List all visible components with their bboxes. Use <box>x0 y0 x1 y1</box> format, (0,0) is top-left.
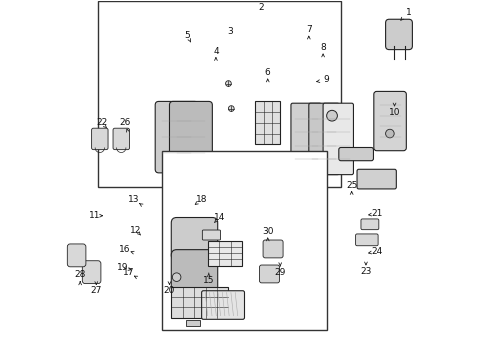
Text: 30: 30 <box>262 227 273 236</box>
Circle shape <box>326 111 337 121</box>
Text: 6: 6 <box>264 68 270 77</box>
Bar <box>255 102 280 144</box>
Text: 24: 24 <box>370 247 382 256</box>
Circle shape <box>385 129 393 138</box>
Text: 26: 26 <box>119 118 130 127</box>
FancyBboxPatch shape <box>91 128 108 150</box>
Text: 12: 12 <box>130 225 141 234</box>
Text: 16: 16 <box>119 245 130 254</box>
FancyBboxPatch shape <box>169 102 212 173</box>
Text: 8: 8 <box>320 43 325 52</box>
FancyBboxPatch shape <box>201 291 244 319</box>
Bar <box>98 1 340 187</box>
Bar <box>171 287 228 318</box>
Text: 7: 7 <box>305 26 311 35</box>
FancyBboxPatch shape <box>385 19 411 50</box>
Circle shape <box>225 81 231 86</box>
FancyBboxPatch shape <box>355 234 377 246</box>
FancyBboxPatch shape <box>308 103 339 175</box>
Text: 1: 1 <box>405 8 411 17</box>
FancyBboxPatch shape <box>113 128 129 150</box>
FancyBboxPatch shape <box>171 249 217 293</box>
Text: 15: 15 <box>203 275 214 284</box>
Text: 14: 14 <box>213 213 224 222</box>
FancyBboxPatch shape <box>338 148 373 161</box>
FancyBboxPatch shape <box>323 103 353 175</box>
Text: 3: 3 <box>227 27 233 36</box>
FancyBboxPatch shape <box>202 230 220 240</box>
Text: 11: 11 <box>88 211 100 220</box>
Text: 22: 22 <box>96 118 107 127</box>
Bar <box>185 320 200 327</box>
FancyBboxPatch shape <box>82 261 101 284</box>
Text: 28: 28 <box>74 270 86 279</box>
Text: 13: 13 <box>128 195 139 204</box>
Text: 9: 9 <box>323 76 329 85</box>
Text: 23: 23 <box>360 267 371 276</box>
FancyBboxPatch shape <box>356 169 395 189</box>
Text: 5: 5 <box>184 31 190 40</box>
Text: 29: 29 <box>274 268 285 277</box>
FancyBboxPatch shape <box>171 217 217 260</box>
Text: 10: 10 <box>388 108 400 117</box>
Circle shape <box>228 106 234 111</box>
Text: 21: 21 <box>370 210 382 219</box>
Bar <box>162 152 326 330</box>
Text: 18: 18 <box>196 195 207 204</box>
Circle shape <box>172 273 181 282</box>
FancyBboxPatch shape <box>67 244 86 267</box>
FancyBboxPatch shape <box>259 265 279 283</box>
Text: 25: 25 <box>346 181 357 190</box>
FancyBboxPatch shape <box>373 91 406 151</box>
Text: 2: 2 <box>258 3 264 12</box>
FancyBboxPatch shape <box>263 240 283 258</box>
Bar <box>207 241 242 266</box>
FancyBboxPatch shape <box>360 219 378 230</box>
Text: 27: 27 <box>90 286 102 295</box>
Text: 17: 17 <box>122 268 134 277</box>
FancyBboxPatch shape <box>155 102 198 173</box>
FancyBboxPatch shape <box>290 103 321 175</box>
Text: 20: 20 <box>163 286 175 295</box>
Text: 19: 19 <box>117 263 128 272</box>
Text: 4: 4 <box>213 47 218 56</box>
